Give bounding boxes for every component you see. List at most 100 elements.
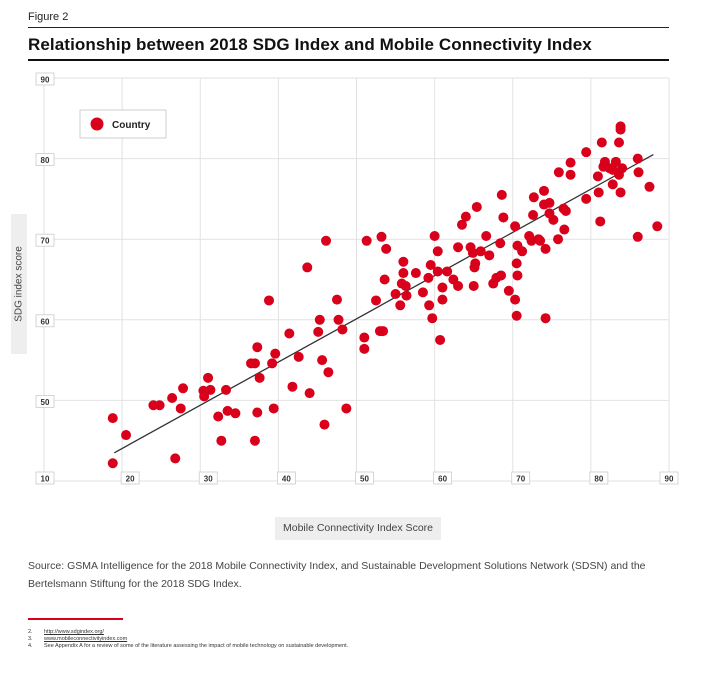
data-point [553, 167, 564, 178]
data-point [287, 381, 298, 392]
tick-box [35, 314, 55, 328]
data-point [321, 235, 332, 246]
y-tick-label: 50 [35, 394, 55, 408]
data-point [216, 435, 227, 446]
data-point [481, 230, 492, 241]
data-point [205, 384, 216, 395]
data-point [359, 343, 370, 354]
data-point [435, 334, 446, 345]
x-tick-label: 20 [120, 471, 140, 485]
data-point [376, 231, 387, 242]
footnote-4: 4. See Appendix A for a review of some of… [28, 643, 348, 649]
tick-box [35, 72, 55, 86]
legend-marker [90, 117, 104, 131]
data-point [540, 243, 551, 254]
data-point [615, 124, 626, 135]
data-point [203, 372, 214, 383]
tick-box [35, 233, 55, 247]
data-point [423, 272, 434, 283]
tick-text: 60 [438, 475, 447, 484]
data-point [314, 314, 325, 325]
data-point [468, 280, 479, 291]
data-point [596, 137, 607, 148]
data-point [379, 274, 390, 285]
data-point [313, 326, 324, 337]
data-point [410, 268, 421, 279]
tick-text: 10 [41, 475, 50, 484]
data-point [548, 214, 559, 225]
data-point [565, 169, 576, 180]
trendline [113, 154, 654, 454]
tick-text: 40 [282, 475, 291, 484]
data-point [560, 205, 571, 216]
footnote-link-sdgindex[interactable]: http://www.sdgindex.org/ [44, 629, 104, 635]
data-point [432, 266, 443, 277]
data-point [417, 287, 428, 298]
data-point [264, 295, 274, 306]
data-point [107, 458, 118, 469]
data-point [442, 266, 453, 277]
y-tick-label: 90 [35, 72, 55, 86]
data-point [268, 403, 279, 414]
figure-label: Figure 2 [28, 11, 69, 23]
data-point [498, 212, 509, 223]
tick-text: 70 [516, 475, 525, 484]
footnote-link-mci[interactable]: www.mobileconnectivityindex.com [44, 636, 128, 642]
data-point [471, 201, 482, 212]
data-point [371, 295, 382, 306]
data-point [633, 167, 644, 178]
data-point [517, 246, 528, 257]
tick-box [589, 471, 609, 485]
data-point [398, 256, 409, 267]
data-point [544, 197, 555, 208]
data-point [213, 411, 224, 422]
data-point [424, 300, 435, 311]
data-point [337, 324, 348, 335]
legend: Country [79, 109, 167, 139]
data-point [470, 258, 481, 269]
tick-box [35, 153, 55, 167]
tick-box [511, 471, 531, 485]
data-point [178, 383, 189, 394]
data-point [484, 250, 495, 261]
footnote-3: 3. www.mobileconnectivityindex.com [28, 636, 127, 642]
data-point [249, 435, 260, 446]
x-tick-label: 90 [659, 471, 679, 485]
tick-text: 90 [41, 76, 50, 85]
data-point [361, 235, 372, 246]
scatter-chart: 20 30 40 50 60 70 80 90 10 50 60 70 80 90 Country [35, 72, 679, 485]
data-point [284, 328, 295, 339]
data-point [553, 234, 564, 245]
data-point [453, 242, 464, 253]
footnote-2: 2. http://www.sdgindex.org/ [28, 629, 104, 635]
tick-text: 50 [360, 475, 369, 484]
data-point [167, 392, 178, 403]
tick-labels: 20 30 40 50 60 70 80 90 10 50 60 70 80 90 [35, 72, 679, 485]
footnote-text: See Appendix A for a review of some of t… [44, 643, 349, 649]
data-point [535, 235, 546, 246]
footnote-number: 2. [28, 629, 33, 635]
footnote-number: 4. [28, 643, 33, 649]
data-point [559, 224, 570, 235]
data-point [467, 247, 478, 258]
data-point [593, 187, 604, 198]
data-point [610, 156, 621, 167]
data-point [496, 270, 507, 281]
data-point [528, 192, 539, 203]
data-point [432, 246, 443, 257]
top-rule [28, 27, 669, 28]
data-point [249, 358, 260, 369]
data-point [528, 210, 539, 221]
data-point [592, 171, 603, 182]
data-point [293, 351, 304, 362]
data-point [437, 282, 448, 293]
data-point [221, 384, 232, 395]
data-point [395, 300, 406, 311]
data-point [511, 258, 522, 269]
data-point [503, 285, 514, 296]
data-point [323, 367, 334, 378]
data-point [510, 221, 521, 232]
data-point [429, 230, 440, 241]
data-point [381, 243, 392, 254]
data-point [331, 294, 342, 305]
